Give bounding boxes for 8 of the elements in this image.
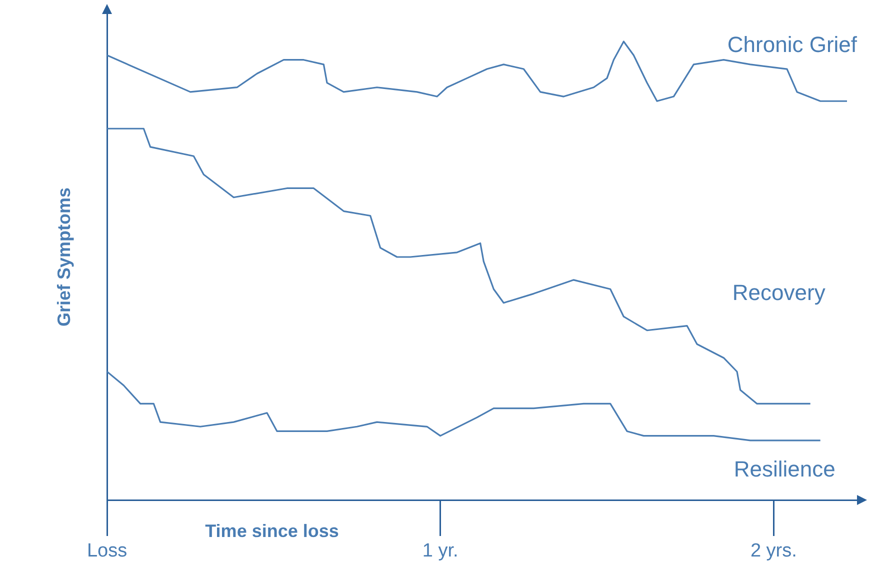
- series-label: Chronic Grief: [727, 32, 858, 58]
- x-axis-title: Time since loss: [205, 520, 339, 541]
- series-label: Resilience: [734, 456, 836, 482]
- text: Recovery: [732, 280, 826, 305]
- x-tick-label: 2 yrs.: [750, 540, 797, 562]
- x-tick-label: 1 yr.: [422, 540, 458, 562]
- y-axis-title: Grief Symptoms: [54, 187, 74, 327]
- x-tick-label: Loss: [86, 540, 128, 562]
